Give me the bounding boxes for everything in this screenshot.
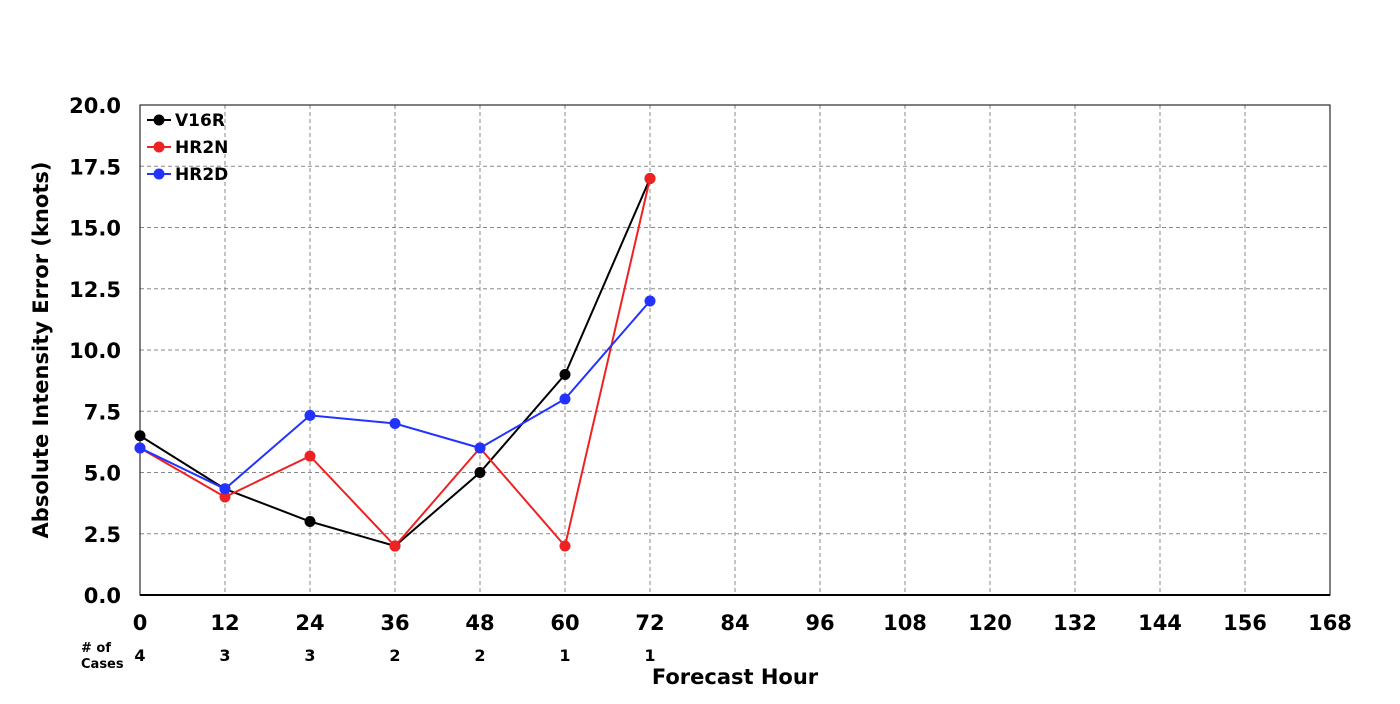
- x-tick-label: 120: [968, 611, 1012, 635]
- y-tick-label: 0.0: [84, 584, 121, 608]
- y-tick-label: 12.5: [69, 278, 121, 302]
- data-point-hr2d: [644, 295, 656, 307]
- data-point-v16r: [304, 516, 316, 527]
- series-group: [134, 173, 656, 552]
- data-point-hr2d: [559, 393, 571, 405]
- y-tick-labels: 0.0 2.5 5.0 7.5 10.0 12.5 15.0 17.5 20.0: [69, 94, 121, 608]
- y-tick-label: 15.0: [69, 217, 121, 241]
- grid-lines: [140, 105, 1330, 595]
- x-tick-label: 12: [210, 611, 239, 635]
- data-point-hr2n: [559, 540, 571, 552]
- cases-row: # of Cases 4 3 3 2 2 1 1: [81, 641, 656, 672]
- data-point-hr2d: [474, 442, 486, 454]
- y-tick-label: 10.0: [69, 339, 121, 363]
- data-point-v16r: [559, 369, 571, 380]
- x-tick-label: 48: [465, 611, 494, 635]
- legend-marker: [153, 168, 165, 180]
- case-count: 1: [559, 646, 570, 665]
- data-point-v16r: [134, 430, 146, 442]
- x-tick-label: 144: [1138, 611, 1182, 635]
- case-count: 3: [219, 646, 230, 665]
- x-tick-label: 96: [805, 611, 834, 635]
- y-tick-label: 17.5: [69, 155, 121, 179]
- x-tick-label: 156: [1223, 611, 1267, 635]
- y-tick-label: 20.0: [69, 94, 121, 118]
- legend-item-v16r: V16R: [147, 111, 225, 131]
- case-count: 3: [304, 646, 315, 665]
- x-tick-label: 36: [380, 611, 409, 635]
- data-point-hr2d: [389, 418, 401, 429]
- case-count: 4: [134, 646, 145, 665]
- legend-marker: [153, 114, 165, 126]
- cases-label-line2: Cases: [81, 657, 124, 672]
- case-count: 1: [644, 646, 655, 665]
- legend-label: HR2D: [175, 165, 228, 185]
- data-point-hr2n: [304, 450, 316, 462]
- series-hr2d: [134, 295, 656, 495]
- legend-marker: [153, 141, 165, 153]
- x-tick-label: 168: [1308, 611, 1352, 635]
- x-tick-label: 0: [133, 611, 148, 635]
- x-tick-label: 108: [883, 611, 927, 635]
- data-point-hr2n: [644, 173, 656, 184]
- legend-item-hr2n: HR2N: [147, 138, 228, 158]
- y-tick-label: 2.5: [84, 523, 121, 547]
- y-axis-title: Absolute Intensity Error (knots): [29, 162, 53, 539]
- data-point-hr2n: [389, 540, 401, 552]
- x-tick-label: 84: [720, 611, 749, 635]
- data-point-hr2d: [219, 483, 231, 495]
- case-count: 2: [389, 646, 400, 665]
- legend-label: V16R: [175, 111, 225, 131]
- x-tick-labels: 0 12 24 36 48 60 72 84 96 108 120 132 144 156 168: [133, 611, 1352, 635]
- x-tick-label: 60: [550, 611, 579, 635]
- x-tick-label: 24: [295, 611, 324, 635]
- x-tick-label: 132: [1053, 611, 1097, 635]
- cases-label-line1: # of: [81, 641, 111, 656]
- data-point-hr2n: [219, 491, 231, 503]
- legend-label: HR2N: [175, 138, 228, 158]
- x-axis-title: Forecast Hour: [652, 665, 819, 689]
- data-point-hr2d: [304, 409, 316, 421]
- data-point-hr2d: [134, 442, 146, 454]
- legend: V16R HR2N HR2D: [147, 111, 228, 185]
- case-count: 2: [474, 646, 485, 665]
- x-tick-label: 72: [635, 611, 664, 635]
- y-tick-label: 5.0: [84, 462, 121, 486]
- data-point-v16r: [474, 467, 486, 478]
- y-tick-label: 7.5: [84, 400, 121, 424]
- legend-item-hr2d: HR2D: [147, 165, 228, 185]
